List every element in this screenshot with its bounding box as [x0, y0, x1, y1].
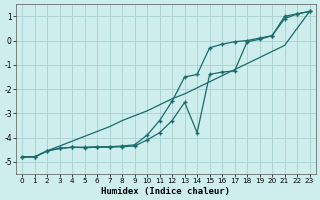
- X-axis label: Humidex (Indice chaleur): Humidex (Indice chaleur): [101, 187, 230, 196]
